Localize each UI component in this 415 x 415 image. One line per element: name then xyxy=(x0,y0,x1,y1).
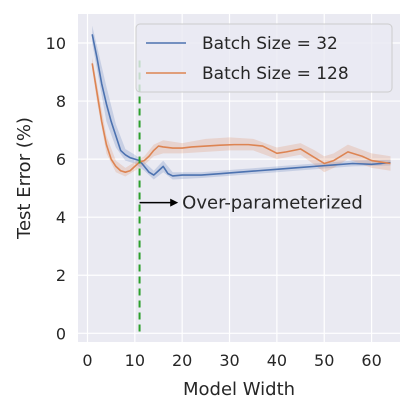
y-axis-label: Test Error (%) xyxy=(14,117,35,240)
y-tick-label: 10 xyxy=(46,34,66,53)
x-tick-label: 30 xyxy=(219,351,239,370)
annotation-group: Over-parameterized xyxy=(139,193,363,214)
legend: Batch Size = 32 Batch Size = 128 xyxy=(135,23,393,93)
x-tick-label: 10 xyxy=(125,351,145,370)
y-tick-label: 2 xyxy=(56,266,66,285)
series-lines xyxy=(91,34,391,177)
line-series-1 xyxy=(91,63,391,173)
annotation-arrow-head xyxy=(170,198,179,207)
x-tick-labels: 0 10 20 30 40 50 60 xyxy=(82,351,381,370)
annotation-text: Over-parameterized xyxy=(182,193,363,214)
y-tick-label: 0 xyxy=(56,324,66,343)
x-tick-label: 50 xyxy=(314,351,334,370)
y-tick-label: 6 xyxy=(56,150,66,169)
legend-label-batch-32: Batch Size = 32 xyxy=(202,34,338,54)
x-tick-label: 60 xyxy=(361,351,381,370)
x-tick-label: 20 xyxy=(172,351,192,370)
x-tick-label: 0 xyxy=(82,351,92,370)
x-axis-label: Model Width xyxy=(183,379,295,400)
y-tick-labels: 0 2 4 6 8 10 xyxy=(46,34,66,343)
y-tick-label: 4 xyxy=(56,208,66,227)
y-tick-label: 8 xyxy=(56,92,66,111)
legend-box xyxy=(135,23,393,93)
legend-label-batch-128: Batch Size = 128 xyxy=(202,64,349,84)
line-series-0 xyxy=(91,34,391,177)
x-tick-label: 40 xyxy=(267,351,287,370)
